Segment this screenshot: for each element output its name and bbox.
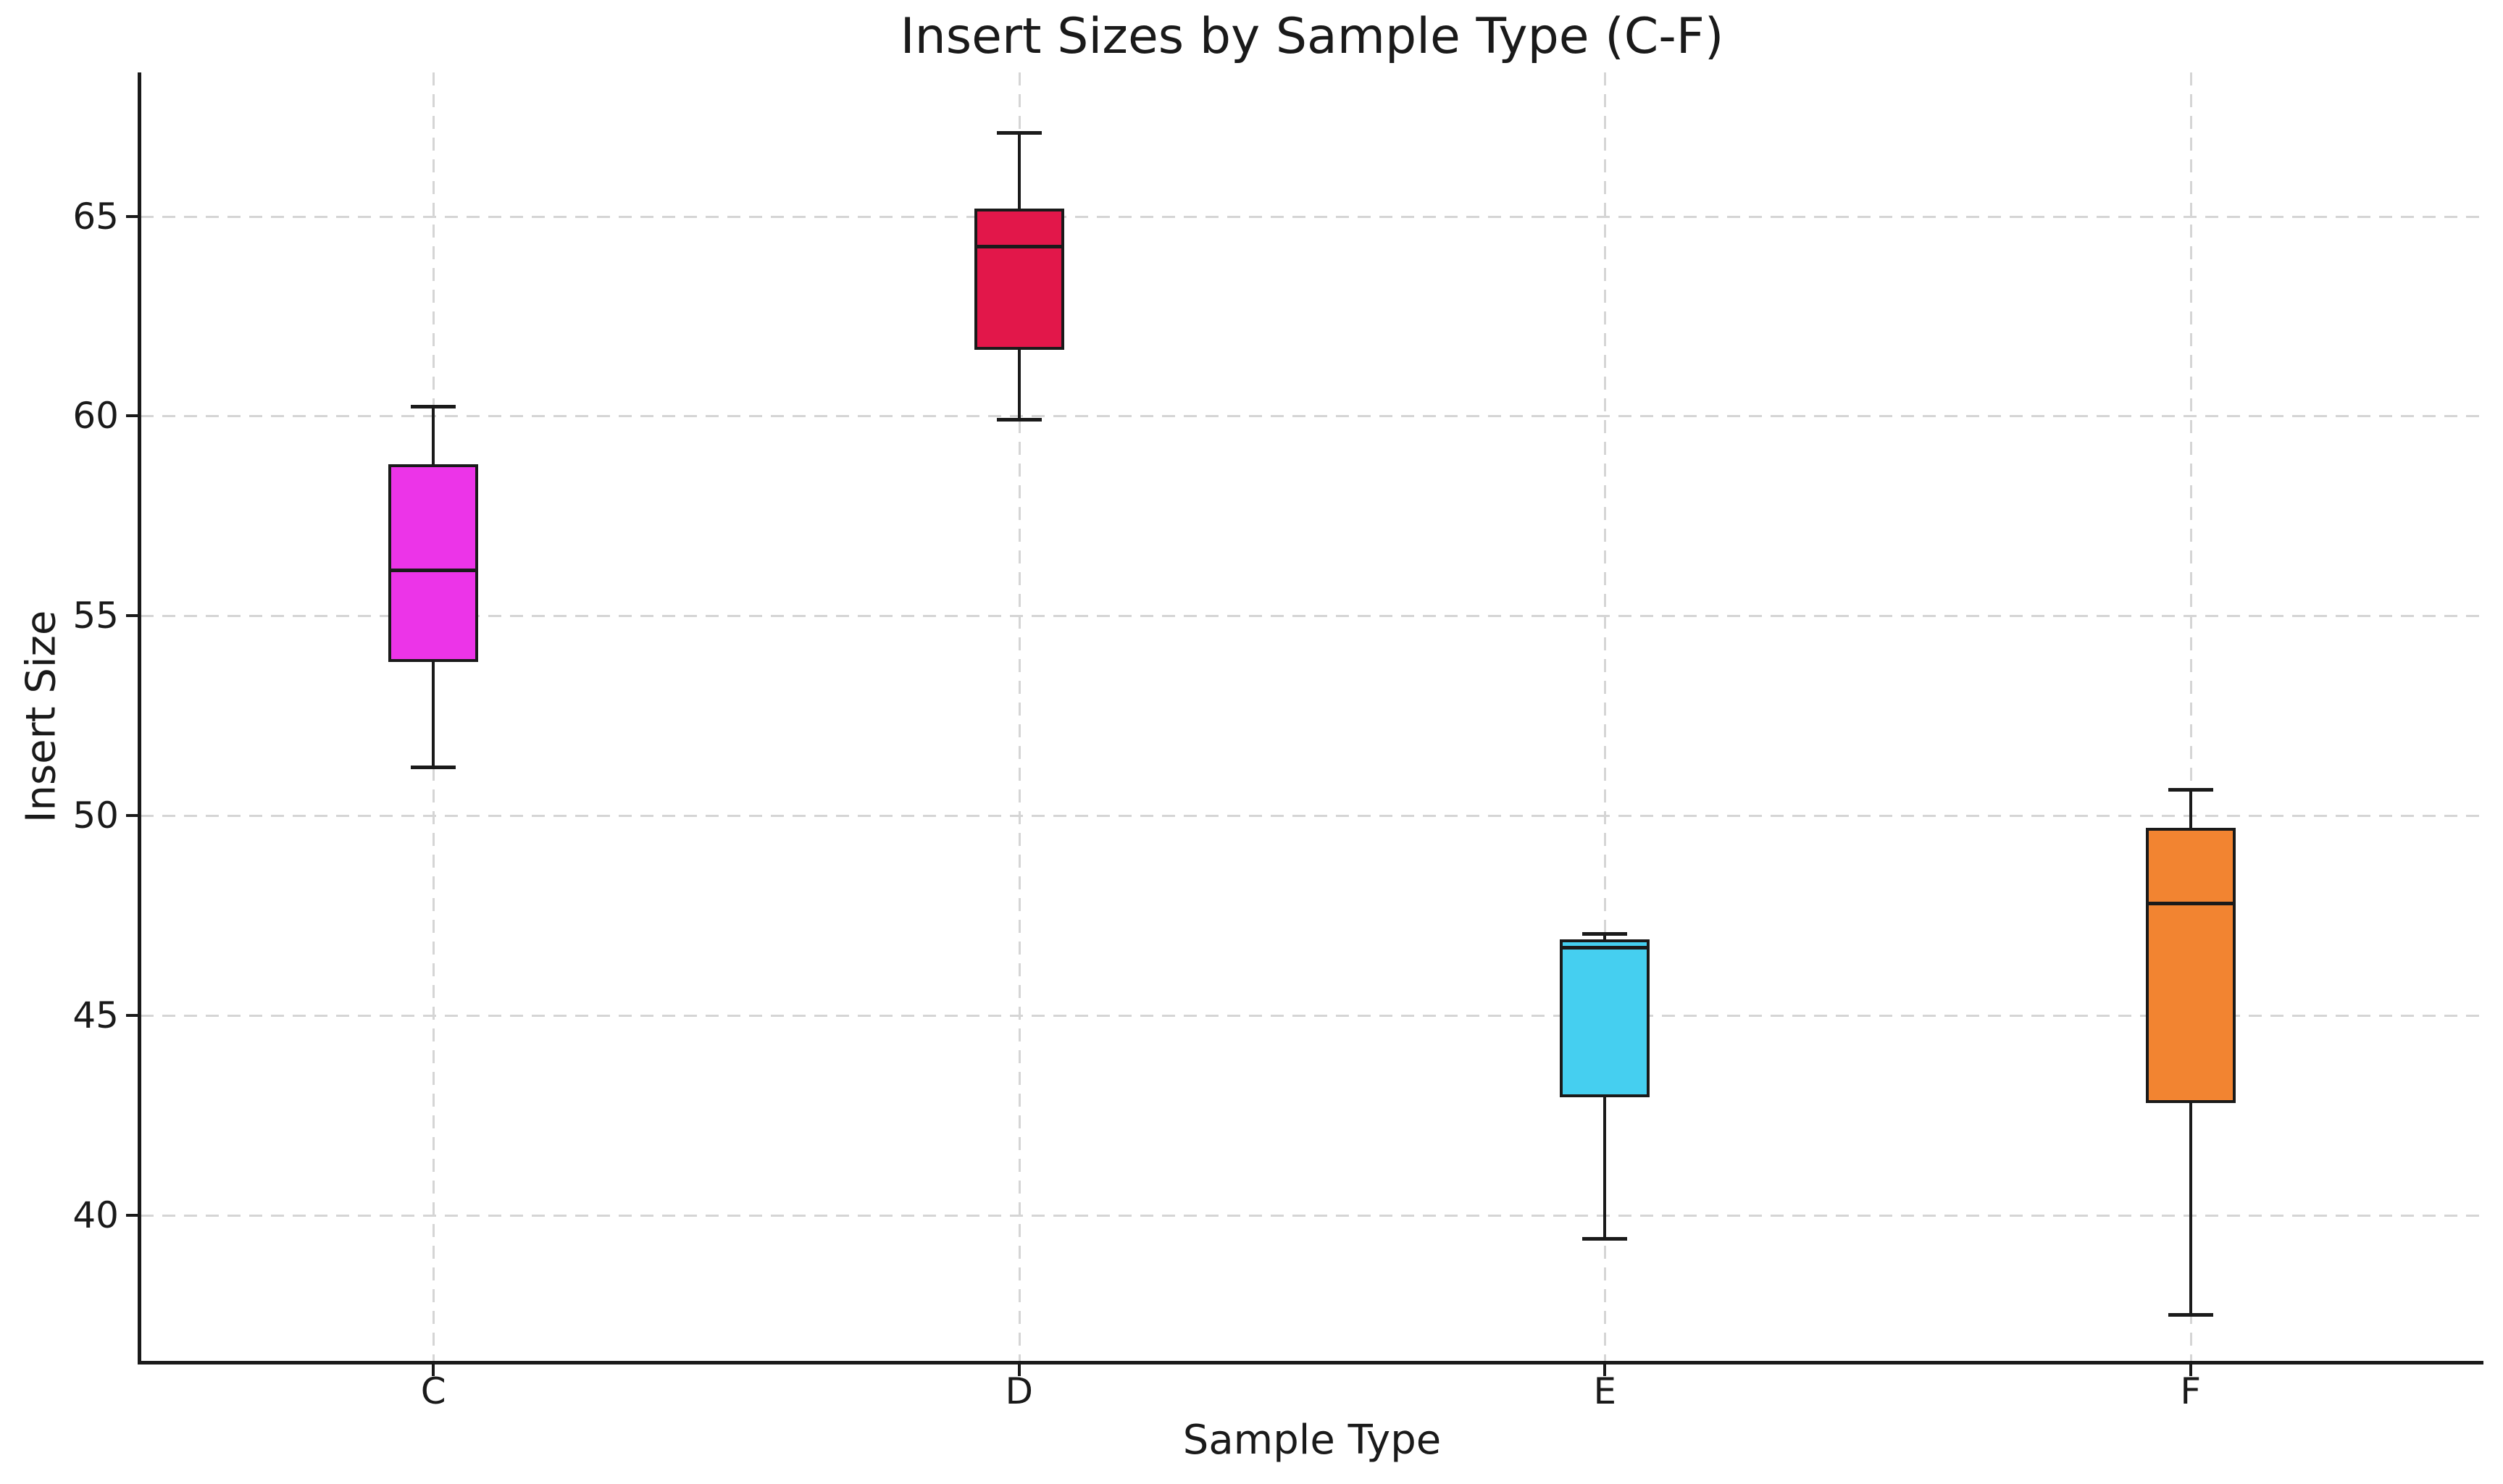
whisker-upper-D: [1017, 132, 1021, 209]
whisker-cap-top-D: [996, 130, 1042, 135]
whisker-lower-C: [432, 661, 435, 768]
v-gridline-D: [1018, 72, 1021, 1361]
h-gridline-65: [141, 215, 2483, 218]
whisker-cap-top-C: [411, 404, 456, 408]
x-axis-label: Sample Type: [1182, 1417, 1442, 1464]
x-axis-spine: [138, 1361, 2483, 1364]
median-F: [2147, 902, 2234, 906]
h-gridline-40: [141, 1214, 2483, 1217]
x-tick-E: [1603, 1364, 1607, 1376]
whisker-lower-F: [2189, 1103, 2192, 1315]
y-tick-60: [126, 414, 138, 418]
y-tick-label-55: 55: [72, 595, 119, 637]
v-gridline-F: [2189, 72, 2192, 1361]
h-gridline-45: [141, 1014, 2483, 1017]
y-tick-label-65: 65: [72, 195, 119, 238]
whisker-upper-F: [2189, 789, 2192, 828]
y-axis-spine: [138, 72, 141, 1364]
x-tick-label-D: D: [1005, 1370, 1033, 1412]
h-gridline-60: [141, 415, 2483, 418]
box-E: [1560, 939, 1650, 1097]
chart-title: Insert Sizes by Sample Type (C-F): [900, 8, 1724, 65]
h-gridline-55: [141, 615, 2483, 618]
y-tick-55: [126, 614, 138, 618]
median-E: [1561, 946, 1649, 950]
whisker-upper-E: [1603, 933, 1607, 940]
v-gridline-E: [1604, 72, 1607, 1361]
whisker-lower-E: [1603, 1097, 1607, 1239]
whisker-cap-top-F: [2168, 788, 2213, 792]
box-F: [2145, 827, 2236, 1104]
h-gridline-50: [141, 815, 2483, 818]
y-tick-label-60: 60: [72, 395, 119, 437]
whisker-cap-bottom-D: [996, 417, 1042, 422]
plot-area: [141, 72, 2483, 1361]
x-tick-label-E: E: [1593, 1370, 1617, 1412]
x-tick-D: [1017, 1364, 1021, 1376]
y-tick-45: [126, 1013, 138, 1017]
whisker-cap-top-E: [1582, 931, 1628, 936]
median-C: [390, 568, 477, 572]
whisker-upper-C: [432, 406, 435, 464]
y-tick-40: [126, 1213, 138, 1217]
y-tick-50: [126, 814, 138, 818]
box-D: [974, 208, 1064, 351]
y-tick-label-40: 40: [72, 1194, 119, 1236]
whisker-cap-bottom-C: [411, 765, 456, 769]
x-tick-C: [432, 1364, 435, 1376]
whisker-cap-bottom-E: [1582, 1236, 1628, 1241]
x-tick-F: [2189, 1364, 2192, 1376]
median-D: [975, 244, 1063, 248]
x-tick-label-C: C: [420, 1370, 446, 1412]
y-axis-label: Insert Size: [17, 610, 65, 823]
whisker-cap-bottom-F: [2168, 1312, 2213, 1317]
y-tick-65: [126, 214, 138, 218]
y-tick-label-45: 45: [72, 994, 119, 1036]
y-tick-label-50: 50: [72, 795, 119, 837]
x-tick-label-F: F: [2180, 1370, 2202, 1412]
whisker-lower-D: [1017, 350, 1021, 420]
box-C: [388, 464, 479, 662]
